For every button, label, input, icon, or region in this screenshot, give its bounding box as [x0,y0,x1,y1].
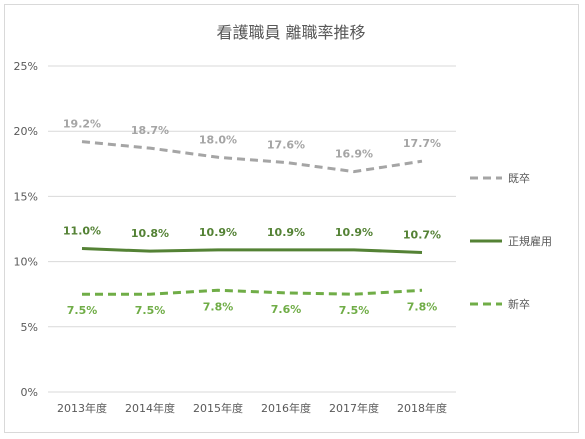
chart-title: 看護職員 離職率推移 [216,23,365,42]
chart-frame [4,4,579,433]
data-label: 18.7% [131,124,169,137]
y-axis-ticks: 0% 5% 10% 15% 20% 25% [14,60,38,399]
data-label: 18.0% [199,133,237,146]
series-line-1 [81,247,423,254]
x-tick-label: 2018年度 [397,401,447,415]
x-axis-ticks: 2013年度 2014年度 2015年度 2016年度 2017年度 2018年度 [57,401,447,415]
data-label: 10.7% [403,228,441,241]
legend-label: 新卒 [508,297,530,311]
legend-label: 正規雇用 [508,234,552,248]
data-label: 16.9% [335,148,373,161]
data-label: 10.9% [267,226,305,239]
y-tick-label: 5% [21,321,38,334]
x-tick-label: 2014年度 [125,401,175,415]
x-tick-label: 2017年度 [329,401,379,415]
data-label: 7.8% [203,300,234,313]
data-label: 7.6% [271,303,302,316]
y-tick-label: 0% [21,386,38,399]
data-label: 19.2% [63,118,101,131]
data-label: 10.8% [131,227,169,240]
data-label: 10.9% [199,226,237,239]
y-tick-label: 15% [14,190,38,203]
data-label: 11.0% [63,225,101,238]
series-lines [81,140,423,296]
x-tick-label: 2013年度 [57,401,107,415]
data-label: 7.8% [407,300,438,313]
data-labels: 19.2% 18.7% 18.0% 17.6% 16.9% 17.7% 11.0% 10.8%… [63,118,441,318]
series-line-0 [81,140,423,174]
data-label: 7.5% [67,304,98,317]
y-tick-label: 20% [14,125,38,138]
x-tick-label: 2015年度 [193,401,243,415]
y-tick-label: 10% [14,256,38,269]
legend-label: 既卒 [508,171,530,185]
data-label: 10.9% [335,226,373,239]
data-label: 7.5% [135,304,166,317]
data-label: 17.6% [267,138,305,151]
series-line-2 [82,288,423,296]
y-tick-label: 25% [14,60,38,73]
gridlines [48,65,456,393]
data-label: 7.5% [339,304,370,317]
data-label: 17.7% [403,137,441,150]
x-tick-label: 2016年度 [261,401,311,415]
